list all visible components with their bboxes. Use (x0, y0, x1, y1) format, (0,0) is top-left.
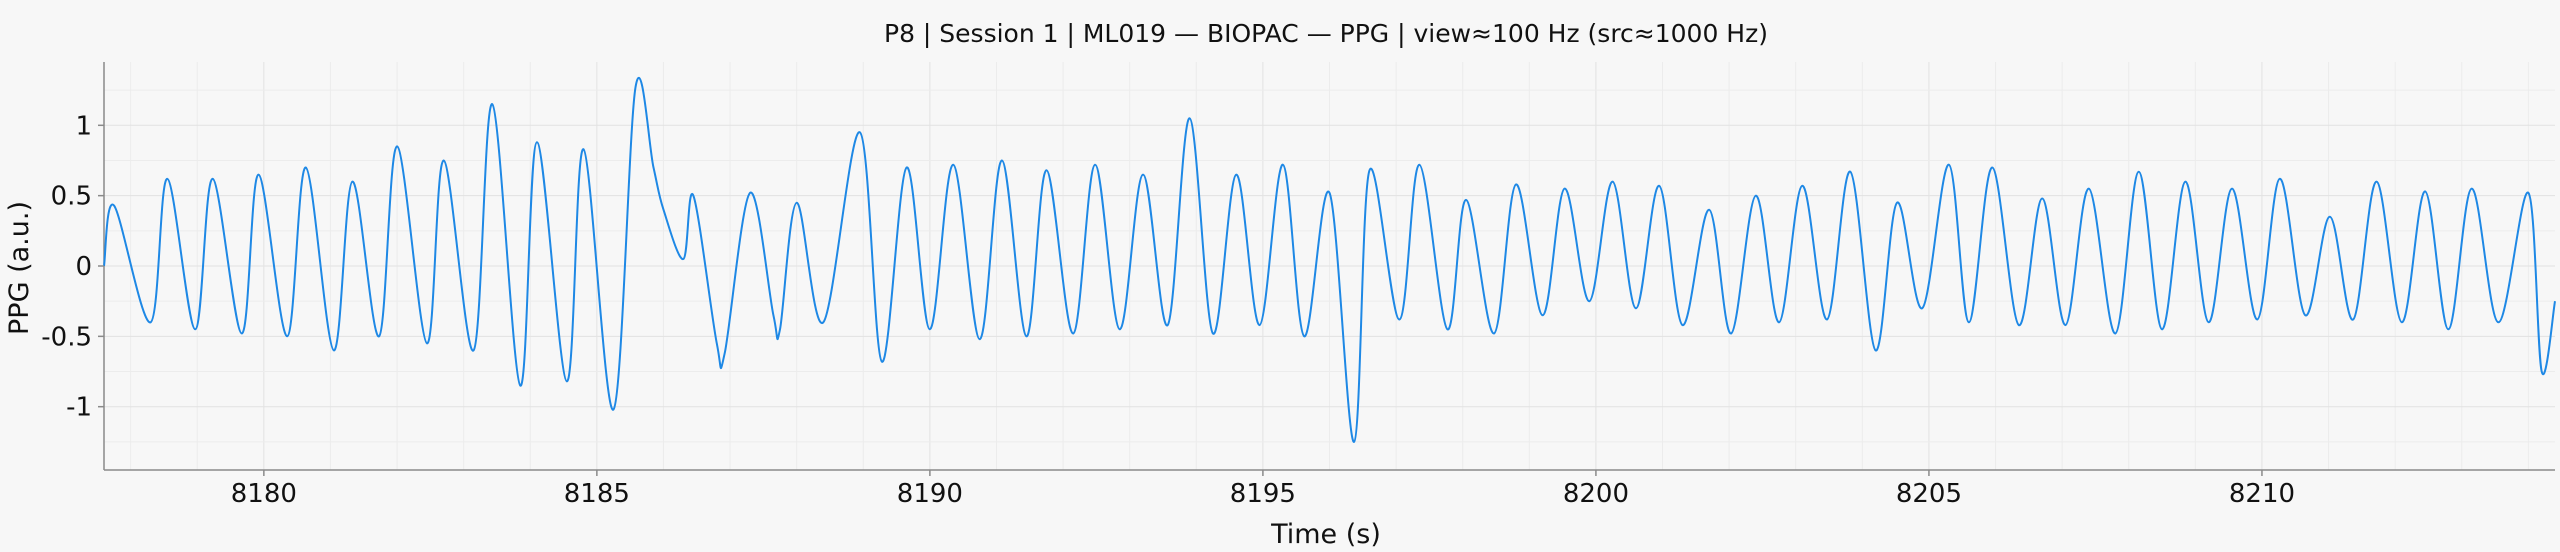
ppg-series-line-0 (103, 76, 2556, 443)
y-tick-label: 0 (75, 252, 92, 282)
y-tick-label: 1 (75, 111, 92, 141)
x-tick-labels: 8180 8185 8190 8195 8200 8205 8210 (231, 470, 2295, 509)
x-tick-label: 8190 (897, 479, 963, 509)
y-axis-label: PPG (a.u.) (4, 201, 35, 335)
chart-title: P8 | Session 1 | ML019 — BIOPAC — PPG | … (884, 19, 1768, 48)
x-tick-label: 8200 (1563, 479, 1629, 509)
x-tick-label: 8210 (2229, 479, 2295, 509)
x-tick-label: 8205 (1896, 479, 1962, 509)
grid (104, 62, 2555, 470)
y-tick-label: 0.5 (51, 182, 92, 212)
series-group (103, 76, 2556, 443)
x-axis-label: Time (s) (1270, 519, 1381, 550)
x-tick-label: 8185 (564, 479, 630, 509)
y-tick-labels: 1 0.5 0 -0.5 -1 (41, 111, 104, 423)
x-tick-label: 8195 (1230, 479, 1296, 509)
x-tick-label: 8180 (231, 479, 297, 509)
y-tick-label: -1 (66, 393, 92, 423)
y-tick-label: -0.5 (41, 322, 92, 352)
